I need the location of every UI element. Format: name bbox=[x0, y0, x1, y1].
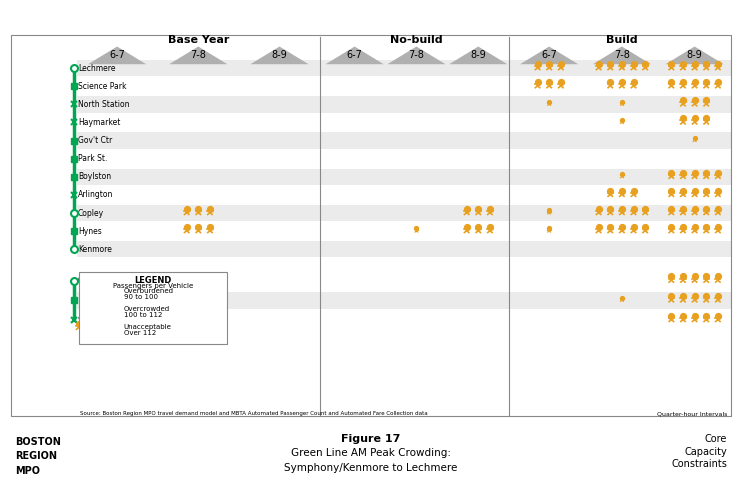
Text: Unacceptable: Unacceptable bbox=[124, 324, 171, 330]
Text: Core: Core bbox=[705, 434, 727, 444]
Text: 8-9: 8-9 bbox=[272, 50, 287, 60]
Text: 6-7: 6-7 bbox=[109, 50, 125, 60]
Text: Boylston: Boylston bbox=[78, 172, 111, 181]
Polygon shape bbox=[666, 47, 723, 64]
Text: Source: Boston Region MPO travel demand model and MBTA Automated Passenger Count: Source: Boston Region MPO travel demand … bbox=[80, 411, 428, 417]
Polygon shape bbox=[326, 47, 384, 64]
Text: Lechmere: Lechmere bbox=[78, 64, 116, 72]
Polygon shape bbox=[88, 47, 146, 64]
Polygon shape bbox=[449, 47, 508, 64]
Text: North Station: North Station bbox=[78, 100, 129, 109]
Text: 100 to 112: 100 to 112 bbox=[124, 312, 162, 318]
Text: Build: Build bbox=[606, 35, 637, 45]
Polygon shape bbox=[520, 47, 578, 64]
Text: Figure 17: Figure 17 bbox=[341, 434, 401, 444]
FancyBboxPatch shape bbox=[76, 241, 731, 257]
FancyBboxPatch shape bbox=[76, 132, 731, 149]
FancyBboxPatch shape bbox=[79, 272, 227, 345]
FancyBboxPatch shape bbox=[76, 60, 731, 76]
Text: Overburdened: Overburdened bbox=[124, 288, 174, 294]
Text: Copley: Copley bbox=[78, 208, 104, 217]
Text: 7-8: 7-8 bbox=[409, 50, 424, 60]
FancyBboxPatch shape bbox=[76, 292, 731, 309]
Text: Constraints: Constraints bbox=[672, 459, 727, 469]
Text: Kenmore: Kenmore bbox=[78, 245, 112, 254]
Text: Overcrowded: Overcrowded bbox=[124, 306, 170, 312]
FancyBboxPatch shape bbox=[76, 96, 731, 113]
Text: Symphony: Symphony bbox=[78, 315, 118, 324]
Text: Gov't Ctr: Gov't Ctr bbox=[78, 136, 112, 145]
Polygon shape bbox=[250, 47, 309, 64]
Text: Copley: Copley bbox=[78, 276, 104, 285]
Text: LEGEND: LEGEND bbox=[134, 276, 171, 285]
Text: Prudential: Prudential bbox=[78, 296, 117, 305]
Text: 8-9: 8-9 bbox=[470, 50, 486, 60]
Text: 6-7: 6-7 bbox=[541, 50, 557, 60]
FancyBboxPatch shape bbox=[76, 205, 731, 221]
Text: No-build: No-build bbox=[390, 35, 443, 45]
Polygon shape bbox=[593, 47, 651, 64]
Text: Base Year: Base Year bbox=[168, 35, 229, 45]
FancyBboxPatch shape bbox=[76, 168, 731, 185]
Text: 7-8: 7-8 bbox=[191, 50, 206, 60]
Text: Over 112: Over 112 bbox=[124, 330, 156, 336]
Polygon shape bbox=[169, 47, 227, 64]
Text: Quarter-hour Intervals: Quarter-hour Intervals bbox=[657, 411, 727, 417]
Text: Green Line AM Peak Crowding:: Green Line AM Peak Crowding: bbox=[291, 448, 451, 458]
Text: Hynes: Hynes bbox=[78, 227, 102, 236]
Text: Haymarket: Haymarket bbox=[78, 118, 120, 127]
Text: Capacity: Capacity bbox=[684, 446, 727, 456]
Polygon shape bbox=[387, 47, 445, 64]
Text: MPO: MPO bbox=[15, 466, 40, 476]
Text: Park St.: Park St. bbox=[78, 154, 108, 163]
Text: Symphony/Kenmore to Lechmere: Symphony/Kenmore to Lechmere bbox=[284, 463, 458, 473]
Text: 6-7: 6-7 bbox=[347, 50, 363, 60]
Text: REGION: REGION bbox=[15, 451, 57, 461]
Text: Arlington: Arlington bbox=[78, 191, 114, 199]
Text: BOSTON: BOSTON bbox=[15, 437, 61, 447]
Text: 8-9: 8-9 bbox=[686, 50, 703, 60]
Text: Science Park: Science Park bbox=[78, 82, 126, 91]
Text: Passengers per Vehicle: Passengers per Vehicle bbox=[113, 283, 193, 288]
Text: 7-8: 7-8 bbox=[614, 50, 630, 60]
Text: 90 to 100: 90 to 100 bbox=[124, 294, 158, 300]
